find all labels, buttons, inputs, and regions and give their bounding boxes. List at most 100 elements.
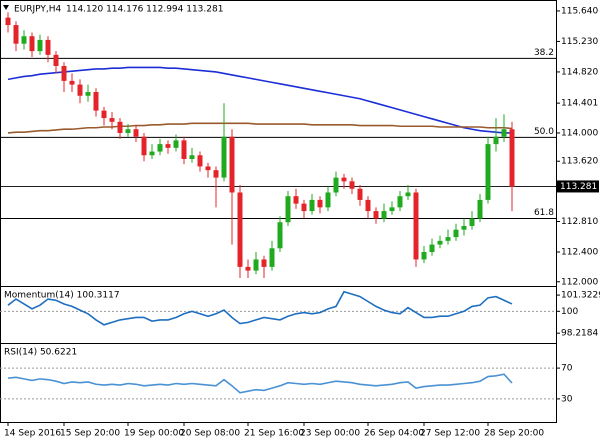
candle-body [357, 188, 363, 200]
candle-body [157, 144, 163, 152]
y-tick-label: 112.000 [561, 277, 598, 287]
y-tick-label: 30 [561, 394, 573, 404]
y-tick-label: 100 [561, 307, 578, 317]
candle-body [301, 203, 307, 212]
fibonacci-label: 61.8 [534, 208, 554, 218]
moving-average [7, 66, 512, 134]
candle-body [141, 136, 147, 156]
x-tick-label: 21 Sep 16:00 [244, 429, 304, 439]
candle-body [61, 65, 67, 81]
candle-body [429, 244, 435, 253]
x-tick-label: 19 Sep 00:00 [124, 429, 184, 439]
candle-body [189, 155, 195, 159]
candle-body [13, 25, 19, 44]
candle-body [437, 240, 443, 245]
ohlc-values: 114.120 114.176 112.994 113.281 [66, 5, 223, 15]
candle-body [45, 39, 51, 55]
candle-body [101, 110, 107, 119]
x-tick-label: 15 Sep 20:00 [60, 429, 120, 439]
candle-body [485, 144, 491, 200]
candle-body [389, 207, 395, 212]
candle-body [293, 196, 299, 204]
y-tick-label: 98.2184 [561, 329, 598, 339]
symbol-title: EURJPY,H4 [14, 5, 62, 15]
x-tick-label: 26 Sep 04:00 [364, 429, 424, 439]
candle-body [477, 199, 483, 219]
fibonacci-label: 38.2 [534, 48, 554, 58]
y-tick-label: 114.820 [561, 67, 598, 77]
candle-body [509, 129, 515, 187]
candle-body [461, 225, 467, 230]
candle-body [397, 196, 403, 208]
candle-body [213, 170, 219, 178]
y-tick-label: 115.230 [561, 37, 598, 47]
x-tick-label: 20 Sep 08:00 [180, 429, 240, 439]
candle-body [149, 151, 155, 156]
y-tick-label: 114.000 [561, 128, 598, 138]
y-tick-label: 70 [561, 364, 573, 374]
candle-body [205, 166, 211, 171]
candle-body [365, 199, 371, 212]
indicator-line [7, 290, 513, 326]
candle-body [173, 140, 179, 148]
candle-body [221, 136, 227, 178]
candle-body [381, 211, 387, 219]
candle-body [37, 39, 43, 52]
y-tick-label: 113.620 [561, 157, 598, 167]
candle-body [85, 92, 91, 96]
candle-body [165, 144, 171, 148]
candle-body [325, 192, 331, 208]
candle-body [261, 259, 267, 267]
candle-body [469, 218, 475, 226]
candle-body [453, 229, 459, 238]
current-price-label: 113.281 [560, 182, 597, 192]
y-tick-label: 101.3229 [561, 291, 600, 301]
candle-body [317, 199, 323, 208]
fibonacci-label: 50.0 [534, 127, 554, 137]
y-tick-label: 115.640 [561, 6, 598, 16]
candle-body [493, 136, 499, 145]
candle-body [69, 80, 75, 85]
candle-body [125, 129, 131, 133]
candle-body [229, 136, 235, 193]
candle-body [309, 199, 315, 212]
y-tick-label: 112.810 [561, 217, 598, 227]
candle-body [53, 54, 59, 66]
candle-body [277, 222, 283, 249]
x-tick-label: 28 Sep 20:00 [484, 429, 544, 439]
rsi-title: RSI(14) 50.6221 [4, 348, 77, 358]
candle-body [29, 36, 35, 52]
plot-frame [0, 0, 557, 423]
candle-body [245, 266, 251, 271]
x-tick-label: 23 Sep 00:00 [300, 429, 360, 439]
candle-body [181, 140, 187, 159]
candle-body [421, 252, 427, 260]
candle-body [253, 259, 259, 271]
current-price-box [557, 180, 599, 193]
candle-body [405, 192, 411, 197]
candle-body [349, 181, 355, 189]
candle-body [133, 129, 139, 137]
candle-body [373, 211, 379, 219]
candle-body [197, 155, 203, 167]
y-tick-label: 114.401 [561, 99, 598, 109]
x-tick-label: 14 Sep 2016 [4, 429, 61, 439]
candle-body [93, 92, 99, 111]
moving-average [7, 122, 513, 134]
candle-body [341, 177, 347, 182]
candle-body [21, 36, 27, 44]
candle-body [77, 84, 83, 96]
candle-body [109, 118, 115, 122]
candle-body [5, 17, 11, 26]
momentum-title: Momentum(14) 100.3117 [4, 291, 120, 301]
candle-body [445, 237, 451, 241]
x-tick-label: 27 Sep 12:00 [420, 429, 480, 439]
candle-body [285, 196, 291, 223]
candle-body [501, 129, 507, 137]
indicator-line [7, 373, 513, 394]
y-tick-label: 112.400 [561, 248, 598, 258]
menu-arrow[interactable] [3, 5, 9, 10]
candle-body [269, 248, 275, 267]
candle-body [413, 192, 419, 260]
